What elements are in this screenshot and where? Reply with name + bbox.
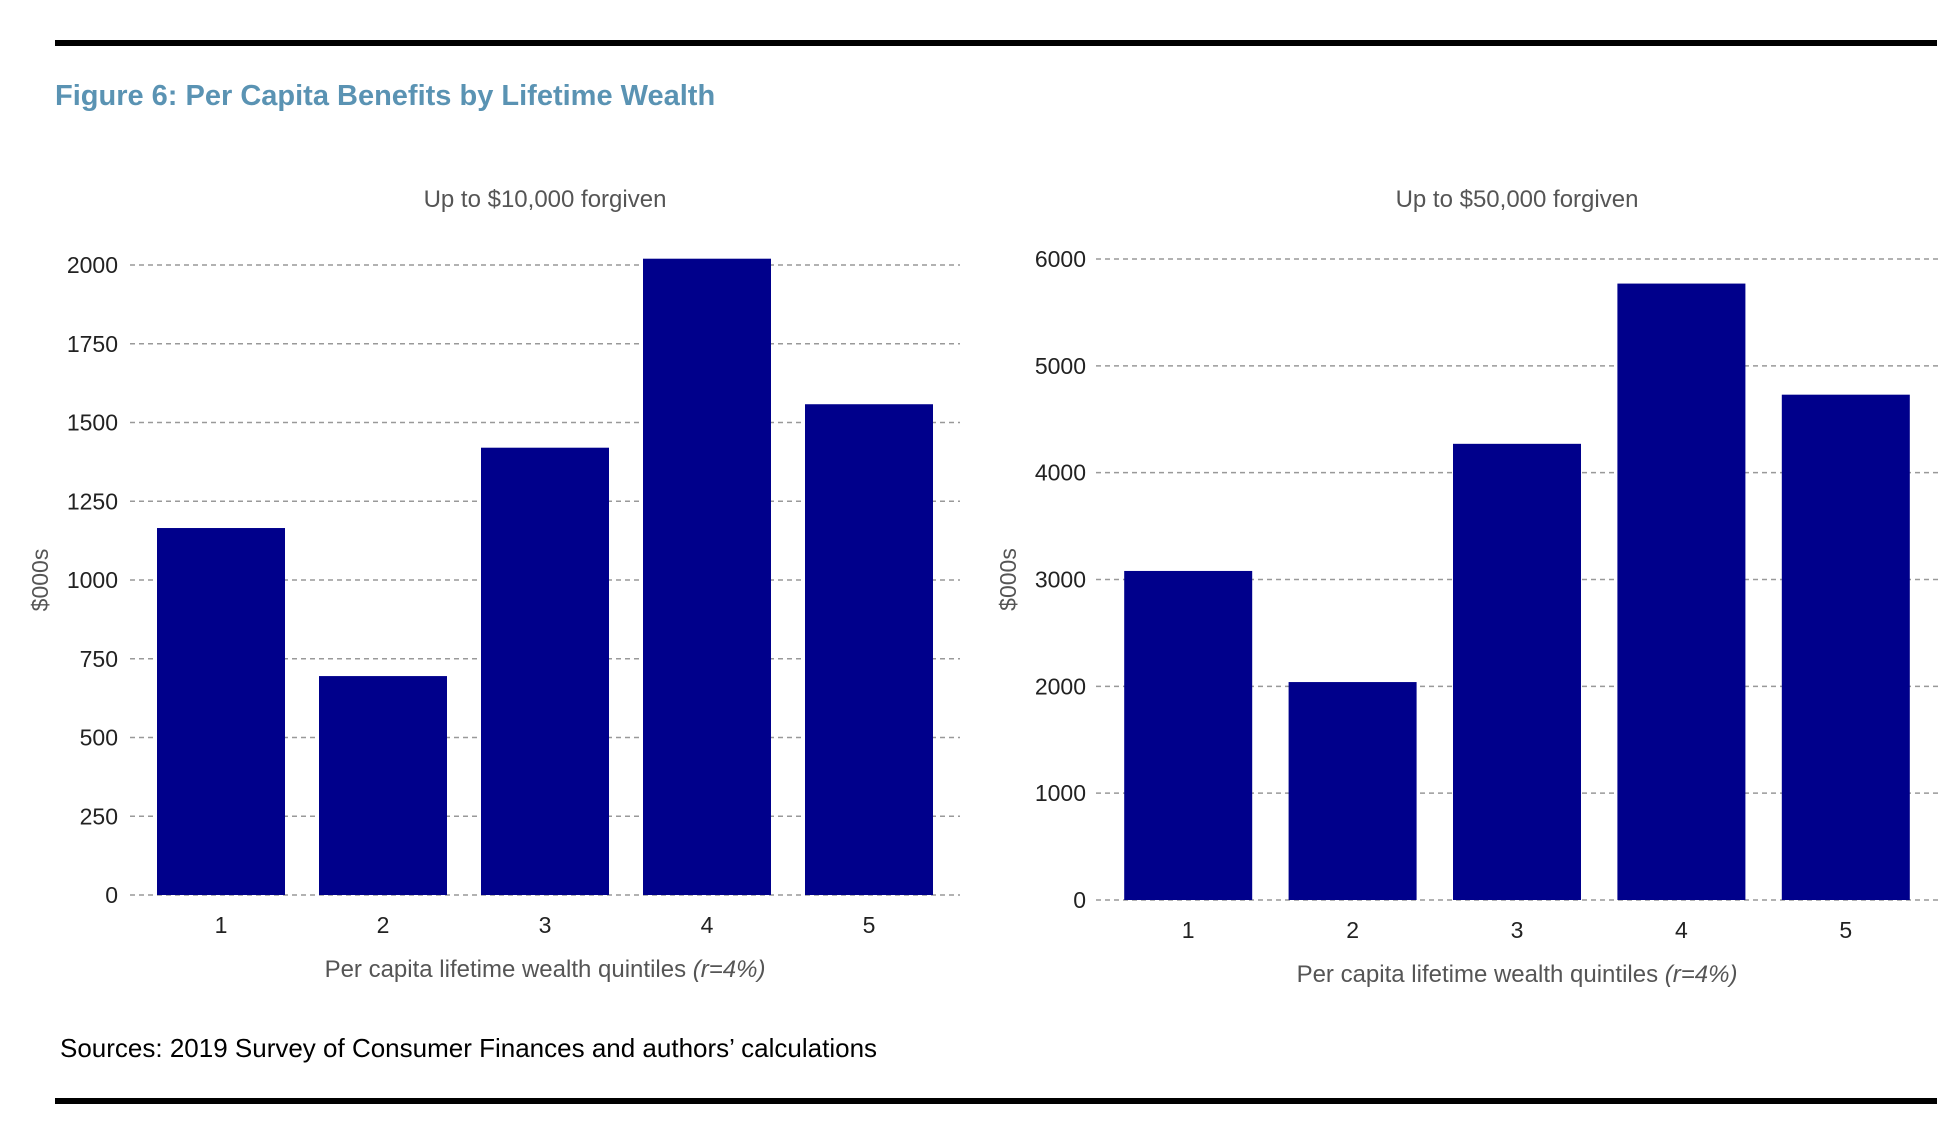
x-tick-label: 5 bbox=[1839, 917, 1852, 943]
y-tick-label: 1250 bbox=[67, 488, 118, 514]
bar bbox=[1781, 394, 1910, 900]
bar bbox=[643, 258, 771, 895]
sources-note: Sources: 2019 Survey of Consumer Finance… bbox=[60, 1033, 878, 1063]
x-tick-label: 2 bbox=[377, 912, 390, 938]
x-tick-label: 3 bbox=[539, 912, 552, 938]
y-tick-label: 2000 bbox=[67, 252, 118, 278]
x-tick-label: 1 bbox=[1182, 917, 1195, 943]
bar bbox=[1453, 443, 1581, 900]
x-tick-label: 4 bbox=[701, 912, 714, 938]
y-tick-label: 6000 bbox=[1035, 246, 1086, 272]
x-tick-label: 4 bbox=[1675, 917, 1688, 943]
top-rule bbox=[55, 40, 1937, 46]
y-tick-label: 1000 bbox=[1035, 780, 1086, 806]
y-tick-label: 4000 bbox=[1035, 460, 1086, 486]
chart-right-svg: Up to $50,000 forgiven 0 1000 2000 3000 4000 5… bbox=[995, 186, 1938, 988]
bar bbox=[1124, 570, 1253, 900]
x-tick-label: 5 bbox=[863, 912, 876, 938]
bar bbox=[805, 404, 933, 895]
chart-title: Up to $10,000 forgiven bbox=[424, 186, 667, 213]
bar bbox=[1288, 682, 1417, 900]
y-tick-label: 0 bbox=[105, 882, 118, 908]
y-tick-label: 1000 bbox=[67, 567, 118, 593]
x-axis-label: Per capita lifetime wealth quintiles (r=… bbox=[1297, 961, 1738, 988]
chart-right: Up to $50,000 forgiven 0 1000 2000 3000 4000 5… bbox=[978, 170, 1956, 1010]
y-axis-label: $000s bbox=[995, 548, 1021, 611]
figure-title: Figure 6: Per Capita Benefits by Lifetim… bbox=[55, 80, 716, 112]
x-axis-label: Per capita lifetime wealth quintiles (r=… bbox=[325, 956, 766, 983]
x-tick-label: 3 bbox=[1511, 917, 1524, 943]
chart-title: Up to $50,000 forgiven bbox=[1396, 186, 1639, 213]
chart-left-svg: Up to $10,000 forgiven 0 250 500 750 1000 1250… bbox=[27, 186, 960, 983]
y-tick-label: 1500 bbox=[67, 410, 118, 436]
y-tick-label: 3000 bbox=[1035, 567, 1086, 593]
y-tick-label: 250 bbox=[80, 803, 118, 829]
bar bbox=[157, 528, 285, 895]
y-tick-label: 0 bbox=[1073, 887, 1086, 913]
y-axis-label: $000s bbox=[27, 549, 53, 612]
bar bbox=[319, 676, 447, 895]
y-tick-label: 5000 bbox=[1035, 353, 1086, 379]
bar bbox=[1617, 283, 1746, 900]
x-tick-label: 2 bbox=[1346, 917, 1359, 943]
bar bbox=[481, 447, 609, 895]
y-tick-label: 1750 bbox=[67, 331, 118, 357]
y-tick-label: 500 bbox=[80, 725, 118, 751]
y-tick-label: 2000 bbox=[1035, 673, 1086, 699]
bottom-rule bbox=[55, 1098, 1937, 1104]
chart-left: Up to $10,000 forgiven 0 250 500 750 1000 1250… bbox=[0, 170, 978, 1010]
y-tick-label: 750 bbox=[80, 646, 118, 672]
x-tick-label: 1 bbox=[215, 912, 228, 938]
